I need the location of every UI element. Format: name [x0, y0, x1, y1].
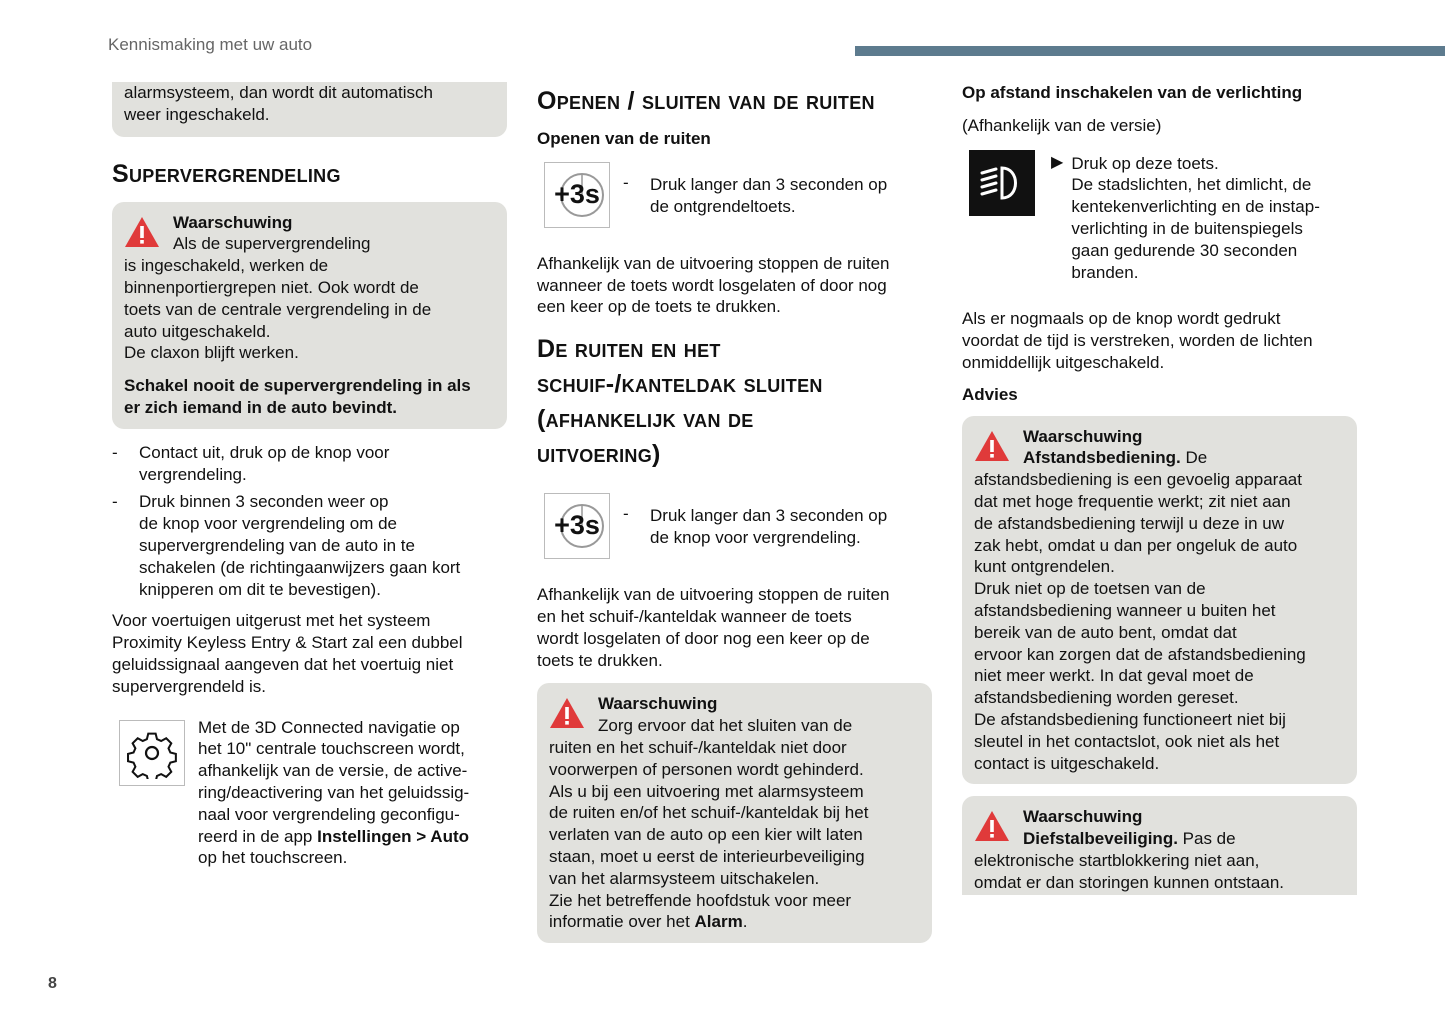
warning-text: Als de supervergrendeling is ingeschakel… [124, 234, 432, 363]
settings-gear-icon [119, 719, 185, 786]
headlamp-button-icon [969, 149, 1035, 216]
warning-title: Waarschuwing [598, 694, 718, 714]
section-heading-sluiten: De ruiten en het schuif-/kanteldak sluit… [537, 335, 823, 469]
paragraph: Afhankelijk van de uitvoering stoppen de… [537, 585, 890, 670]
warning-lead: Afstandsbediening. [1023, 448, 1181, 468]
warning-title: Waarschuwing [173, 212, 293, 232]
warning-icon [125, 216, 159, 247]
paragraph-keyless: Voor voertuigen uitgerust met het systee… [112, 611, 463, 696]
warning-end: . [742, 912, 748, 932]
subheading-openen: Openen van de ruiten [537, 129, 711, 148]
list-item: - Druk binnen 3 seconden weer op de knop … [112, 492, 461, 599]
hold-3s-icon: +3s [544, 493, 610, 560]
paragraph: Als er nogmaals op de knop wordt gedrukt… [962, 309, 1313, 372]
settings-note: Met de 3D Connected navigatie op het 10"… [112, 717, 507, 870]
warning-body: De afstandsbediening is een gevoelig app… [974, 448, 1306, 773]
warning-box: Waarschuwing Zorg ervoor dat het sluiten… [537, 683, 932, 944]
warning-icon [975, 811, 1009, 842]
settings-note-text: Met de 3D Connected navigatie op het 10"… [198, 717, 469, 870]
page-number: 8 [48, 975, 57, 992]
settings-path: Instellingen > Auto [317, 826, 469, 846]
hold-3s-label: +3s [554, 178, 600, 209]
warning-lead: Diefstalbeveiliging. [1023, 829, 1178, 849]
step-lighting: ▶ Druk op deze toets. De stadslichten, h… [962, 149, 1357, 284]
bullet-list: - Contact uit, druk op de knop voor vergr… [112, 442, 507, 601]
step-lock: +3s - Druk langer dan 3 seconden op de k… [537, 493, 932, 560]
arrow-right-icon: ▶ [1051, 153, 1064, 171]
warning-text: Afstandsbediening. De afstandsbediening … [974, 447, 1345, 774]
warning-title: Waarschuwing [1023, 807, 1143, 827]
warning-icon [975, 430, 1009, 461]
step-text: Druk langer dan 3 seconden op de ontgren… [650, 174, 888, 216]
section-heading-supervergrendeling: Supervergrendeling [112, 159, 341, 188]
warning-text: Zorg ervoor dat het sluiten van de ruite… [549, 715, 920, 933]
warning-box: Waarschuwing Als de supervergrendeling i… [112, 201, 507, 429]
list-item-text: Contact uit, druk op de knop voor vergre… [139, 442, 390, 484]
warning-text: Diefstalbeveiliging. Pas de elektronisch… [974, 828, 1345, 893]
paragraph: Afhankelijk van de uitvoering stoppen de… [537, 253, 890, 317]
warning-body: Pas de elektronische startblokkering nie… [974, 829, 1284, 892]
column-1: alarmsysteem, dan wordt dit automatisch … [112, 82, 507, 869]
subheading-verlichting: Op afstand inschakelen van de verlichtin… [962, 83, 1303, 102]
column-2: Openen / sluiten van de ruiten Openen va… [537, 84, 932, 944]
list-item: - Contact uit, druk op de knop voor vergr… [112, 442, 390, 484]
running-header: Kennismaking met uw auto [108, 35, 313, 54]
step-unlock: +3s - Druk langer dan 3 seconden op de o… [537, 161, 932, 228]
alarm-reference: Alarm [694, 912, 743, 932]
warning-body: Zorg ervoor dat het sluiten van de ruite… [549, 716, 869, 932]
column-3: Op afstand inschakelen van de verlichtin… [962, 82, 1357, 896]
subheading-advies: Advies [962, 384, 1018, 404]
warning-box: Waarschuwing Afstandsbediening. De afsta… [962, 415, 1357, 785]
list-item-text: Druk binnen 3 seconden weer op de knop v… [139, 492, 461, 599]
warning-emphasis: Schakel nooit de supervergrendeling in a… [124, 376, 471, 417]
section-heading-ruiten: Openen / sluiten van de ruiten [537, 87, 875, 115]
warning-box: Waarschuwing Diefstalbeveiliging. Pas de… [962, 796, 1357, 896]
step-text: Druk langer dan 3 seconden op de knop vo… [650, 506, 888, 547]
version-note: (Afhankelijk van de versie) [962, 115, 1162, 135]
hold-3s-icon: +3s [544, 161, 610, 228]
settings-text-end: op het touchscreen. [198, 848, 348, 868]
warning-icon [550, 698, 584, 729]
step-text: Druk op deze toets. De stadslichten, het… [1071, 153, 1320, 282]
warning-title: Waarschuwing [1023, 426, 1143, 446]
continued-note-box: alarmsysteem, dan wordt dit automatisch … [112, 82, 507, 137]
header-accent-bar [855, 46, 1445, 56]
hold-3s-label: +3s [554, 510, 600, 541]
settings-text: Met de 3D Connected navigatie op het 10"… [198, 717, 470, 846]
